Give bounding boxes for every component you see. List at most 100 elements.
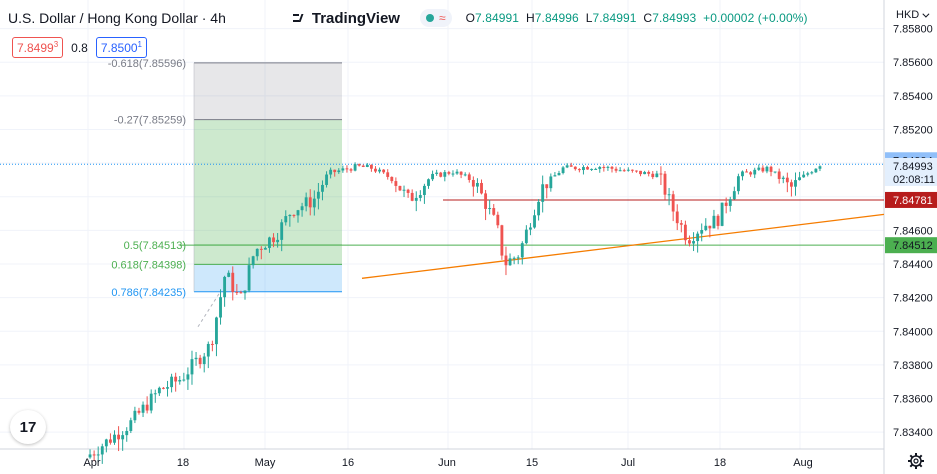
resistance-price-label-bg [885, 191, 937, 208]
candle-body [243, 290, 247, 294]
sell-button[interactable]: 7.84993 [12, 37, 64, 58]
price-tick-label: 7.85600 [893, 57, 933, 69]
candle-body [325, 174, 328, 185]
candle-body [590, 168, 594, 170]
candle-body [312, 198, 316, 208]
candle-body [263, 247, 267, 250]
candle-body [765, 166, 769, 172]
candle-body [206, 343, 210, 357]
spread-value: 0.8 [71, 40, 88, 55]
support-price-label: 7.84512 [893, 240, 933, 252]
candle-body [272, 237, 275, 243]
candle-body [194, 357, 198, 360]
candle-body [598, 166, 602, 169]
candle-body [292, 214, 296, 216]
candle-body [818, 166, 822, 169]
candle-body [749, 172, 753, 175]
chart-header: U.S. Dollar / Hong Kong Dollar · 4h Trad… [8, 6, 808, 30]
candle-body [541, 184, 545, 202]
candle-body [398, 185, 402, 191]
candle-body [467, 174, 471, 180]
candle-body [357, 164, 361, 166]
candle-body [655, 173, 659, 178]
candle-body [794, 180, 797, 187]
close-label: C [643, 11, 653, 25]
candle-body [223, 276, 227, 298]
buy-pip: 1 [137, 40, 142, 49]
candle-body [300, 206, 304, 211]
market-status-pill[interactable]: ≈ [419, 9, 452, 27]
candle-body [219, 297, 222, 318]
candle-body [533, 215, 536, 228]
close-value: 7.84993 [652, 11, 697, 25]
fib-zone-blue [194, 264, 342, 292]
candle-body [247, 265, 251, 291]
time-tick-label: 15 [526, 457, 538, 469]
candle-body [659, 173, 663, 175]
candle-body [365, 164, 369, 167]
candle-body [630, 169, 634, 171]
candle-body [504, 255, 508, 266]
fib-level-label: 0.5(7.84513) [124, 240, 186, 252]
tradingview-logo-icon [292, 10, 308, 26]
candle-body [480, 182, 483, 194]
candle-body [700, 230, 704, 234]
candle-body [602, 166, 606, 168]
low-label: L [585, 11, 593, 25]
candle-body [447, 172, 451, 174]
candle-body [239, 292, 243, 294]
candle-body [728, 199, 732, 206]
candle-body [814, 168, 818, 173]
candle-body [798, 177, 801, 181]
candle-body [414, 197, 418, 201]
fib-level-label: -0.27(7.85259) [114, 115, 186, 127]
candle-body [476, 182, 479, 187]
candle-body [121, 435, 125, 440]
candle-body [341, 168, 345, 171]
buy-button[interactable]: 7.85001 [95, 37, 147, 58]
candle-body [757, 167, 761, 170]
candle-body [643, 171, 647, 175]
time-tick-label: May [255, 457, 276, 469]
candle-body [284, 216, 288, 223]
candle-body [524, 229, 528, 244]
fib-level-label: -0.618(7.85596) [108, 58, 186, 70]
price-tick-label: 7.85400 [893, 91, 933, 103]
candle-body [520, 243, 524, 258]
candle-body [492, 208, 496, 215]
candle-body [418, 195, 422, 198]
candle-body [679, 223, 683, 225]
time-tick-label: Aug [793, 457, 813, 469]
candle-body [626, 169, 630, 171]
time-tick-label: 16 [342, 457, 354, 469]
resistance-price-label: 7.84781 [893, 195, 933, 207]
gear-icon[interactable] [907, 452, 925, 470]
candle-body [255, 248, 259, 257]
candle-body [496, 214, 500, 226]
candle-body [716, 215, 720, 226]
candle-body [296, 210, 300, 216]
candle-body [369, 164, 373, 169]
candle-body [741, 171, 744, 177]
candle-body [565, 165, 569, 168]
candle-body [88, 454, 92, 458]
candle-body [280, 222, 284, 240]
price-tick-label: 7.84200 [893, 293, 933, 305]
candle-body [618, 170, 622, 172]
candle-body [753, 169, 757, 175]
ohlc-readout: O7.84991 H7.84996 L7.84991 C7.84993 +0.0… [466, 11, 808, 25]
buy-price: 7.8500 [100, 41, 138, 55]
symbol-title[interactable]: U.S. Dollar / Hong Kong Dollar · 4h [8, 10, 226, 26]
price-tick-label: 7.83800 [893, 360, 933, 372]
tradingview-corner-logo[interactable]: 17 [10, 410, 46, 444]
price-tick-label: 7.83600 [893, 394, 933, 406]
candle-body [736, 176, 740, 192]
low-value: 7.84991 [592, 11, 637, 25]
candle-body [321, 184, 324, 192]
candle-body [789, 182, 793, 187]
candle-body [516, 257, 520, 259]
currency-selector[interactable]: HKD [896, 9, 927, 21]
wave-icon: ≈ [438, 11, 446, 25]
candle-body [337, 170, 341, 173]
